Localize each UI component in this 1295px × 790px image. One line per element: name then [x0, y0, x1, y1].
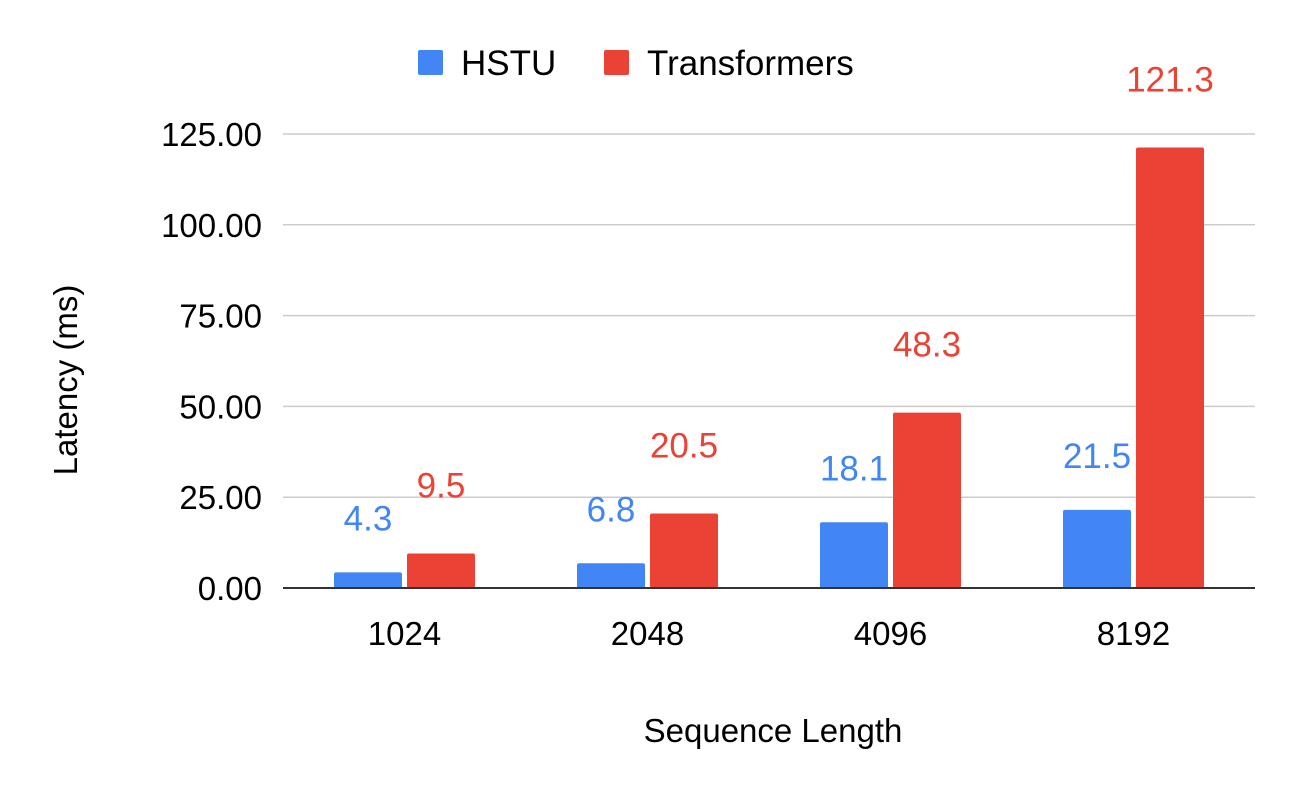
x-tick-label: 8192	[1097, 615, 1170, 652]
y-tick-label: 75.00	[179, 298, 262, 335]
x-tick-label: 1024	[368, 615, 441, 652]
data-label-hstu-1024: 4.3	[344, 499, 393, 538]
legend-swatch-transformers	[604, 50, 629, 75]
x-tick-label: 2048	[611, 615, 684, 652]
legend: HSTU Transformers	[418, 44, 854, 83]
bar-hstu-8192	[1063, 509, 1131, 588]
data-label-hstu-2048: 6.8	[587, 490, 636, 529]
bar-hstu-2048	[577, 563, 645, 588]
data-label-transformers-8192: 121.3	[1126, 60, 1214, 99]
y-axis-title: Latency (ms)	[47, 285, 84, 476]
bar-transformers-8192	[1136, 147, 1204, 588]
bar-hstu-1024	[334, 572, 402, 588]
bar-transformers-2048	[650, 513, 718, 588]
legend-swatch-hstu	[418, 50, 443, 75]
x-tick-label: 4096	[854, 615, 927, 652]
x-axis-title: Sequence Length	[644, 712, 903, 749]
legend-label-transformers: Transformers	[647, 44, 854, 83]
data-label-transformers-4096: 48.3	[893, 326, 961, 365]
data-label-hstu-8192: 21.5	[1063, 437, 1131, 476]
bar-hstu-4096	[820, 522, 888, 588]
bars	[334, 147, 1204, 588]
y-tick-label: 25.00	[179, 479, 262, 516]
data-labels: 4.3 9.5 6.8 20.5 18.1 48.3 21.5 121.3	[344, 60, 1214, 538]
data-label-hstu-4096: 18.1	[820, 449, 888, 488]
y-tick-label: 0.00	[198, 570, 262, 607]
y-tick-label: 50.00	[179, 388, 262, 425]
data-label-transformers-1024: 9.5	[417, 466, 466, 505]
axes: 0.00 25.00 50.00 75.00 100.00 125.00 1024 2048 4…	[161, 116, 1255, 652]
y-tick-label: 125.00	[161, 116, 262, 153]
legend-label-hstu: HSTU	[461, 44, 556, 83]
data-label-transformers-2048: 20.5	[650, 427, 718, 466]
y-tick-label: 100.00	[161, 207, 262, 244]
bar-transformers-4096	[893, 412, 961, 588]
gridlines	[283, 133, 1255, 498]
bar-transformers-1024	[407, 553, 475, 588]
